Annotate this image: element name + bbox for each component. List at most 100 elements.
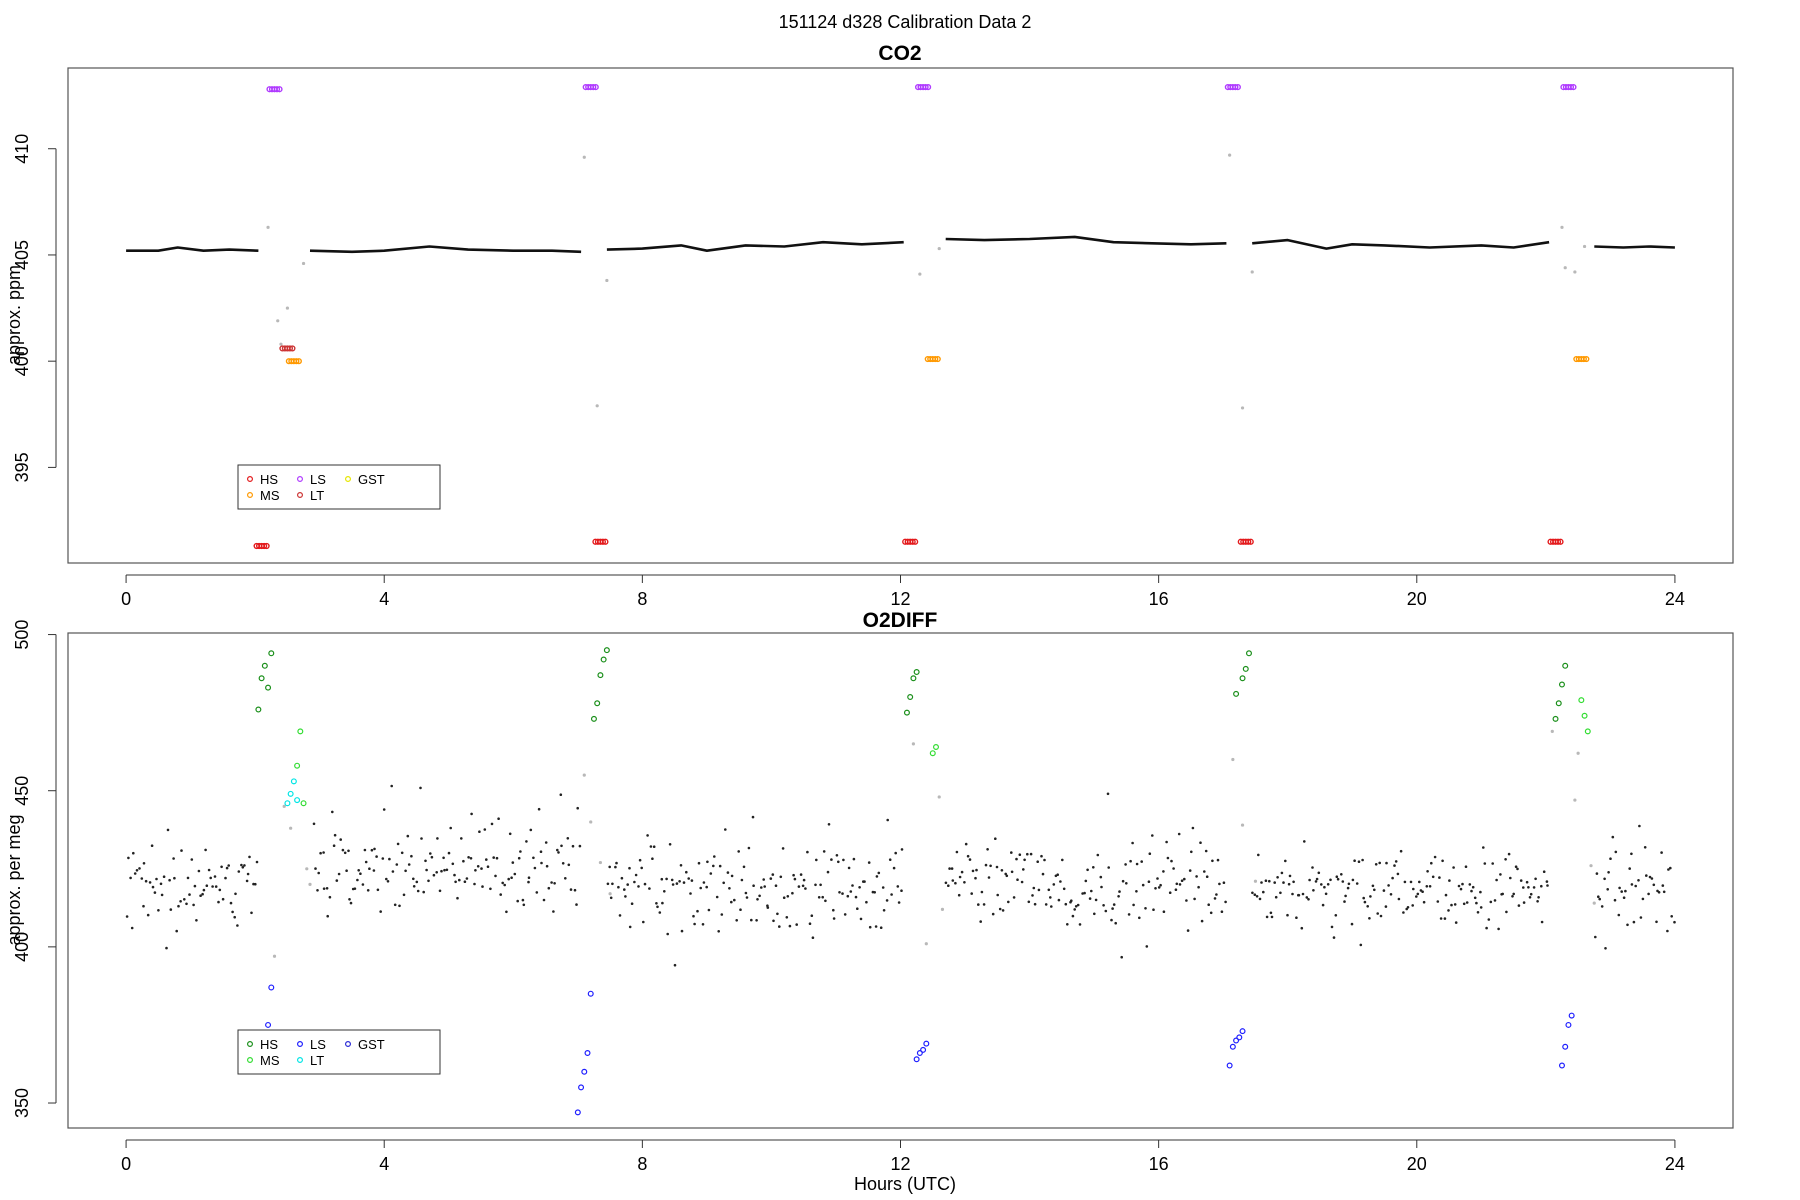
o2diff-data-point bbox=[1180, 879, 1184, 882]
o2diff-data-point bbox=[1476, 911, 1480, 914]
o2diff-data-point bbox=[1320, 883, 1323, 886]
o2diff-data-point bbox=[1540, 884, 1543, 888]
o2diff-data-point bbox=[851, 884, 854, 887]
legend-label-ms: MS bbox=[260, 1053, 280, 1068]
o2diff-data-point bbox=[1033, 902, 1037, 906]
o2diff-data-point bbox=[1670, 915, 1673, 918]
o2diff-panel-title: O2DIFF bbox=[863, 609, 938, 632]
o2diff-data-point bbox=[974, 876, 977, 880]
o2diff-data-point bbox=[995, 865, 999, 869]
o2diff-data-point bbox=[470, 812, 473, 816]
o2diff-data-point bbox=[964, 842, 968, 846]
o2diff-data-point bbox=[246, 872, 250, 876]
o2diff-data-point bbox=[148, 881, 152, 884]
o2diff-data-point bbox=[241, 866, 245, 869]
o2diff-data-point bbox=[1291, 892, 1294, 896]
o2diff-data-point bbox=[445, 868, 449, 872]
o2diff-data-point bbox=[353, 887, 357, 890]
y-tick-label: 500 bbox=[12, 620, 32, 650]
o2diff-data-point bbox=[1606, 888, 1609, 891]
o2diff-data-point bbox=[1652, 883, 1656, 887]
o2diff-data-point bbox=[566, 837, 570, 840]
cal-point-hs bbox=[600, 656, 607, 663]
cal-point-hs bbox=[913, 669, 920, 676]
o2diff-data-point bbox=[160, 893, 164, 897]
o2diff-data-point bbox=[948, 867, 951, 870]
o2diff-data-point bbox=[1611, 835, 1615, 839]
o2diff-data-point bbox=[416, 889, 420, 893]
o2diff-data-point bbox=[328, 895, 332, 899]
o2diff-data-point bbox=[129, 876, 132, 880]
o2diff-data-point bbox=[1487, 918, 1491, 921]
o2diff-data-point bbox=[125, 915, 129, 918]
o2diff-data-point bbox=[1215, 893, 1218, 896]
o2diff-data-point bbox=[177, 904, 180, 908]
o2diff-data-point bbox=[1023, 858, 1026, 862]
o2diff-data-point bbox=[822, 850, 826, 853]
o2diff-data-point bbox=[865, 900, 868, 904]
transition-point bbox=[1550, 729, 1554, 733]
o2diff-data-point bbox=[735, 919, 738, 922]
figure-title: 151124 d328 Calibration Data 2 bbox=[779, 12, 1032, 32]
o2diff-data-point bbox=[960, 870, 964, 874]
o2diff-data-point bbox=[183, 898, 186, 901]
o2diff-data-point bbox=[505, 910, 508, 914]
o2diff-data-point bbox=[1332, 936, 1336, 939]
o2diff-data-point bbox=[202, 888, 206, 892]
transition-point bbox=[937, 795, 941, 799]
transition-point bbox=[1573, 270, 1577, 274]
o2diff-data-point bbox=[1351, 878, 1355, 882]
o2diff-data-point bbox=[1107, 866, 1110, 869]
o2diff-data-point bbox=[651, 857, 654, 860]
o2diff-data-point bbox=[449, 826, 453, 830]
o2diff-data-point bbox=[858, 886, 861, 889]
o2diff-data-point bbox=[977, 903, 980, 906]
o2diff-data-point bbox=[379, 910, 383, 913]
o2diff-data-point bbox=[842, 858, 845, 862]
o2diff-data-point bbox=[1479, 890, 1482, 894]
o2diff-data-point bbox=[1117, 895, 1120, 898]
o2diff-data-point bbox=[1222, 881, 1226, 884]
transition-point bbox=[289, 826, 293, 830]
o2diff-data-point bbox=[670, 878, 674, 882]
o2diff-data-point bbox=[1363, 900, 1367, 904]
transition-point bbox=[1576, 751, 1580, 755]
o2diff-data-point bbox=[1177, 832, 1181, 836]
o2diff-data-point bbox=[402, 893, 406, 897]
o2diff-data-point bbox=[204, 848, 207, 852]
o2diff-data-point bbox=[1412, 887, 1415, 891]
transition-point bbox=[305, 867, 309, 871]
transition-point bbox=[1253, 879, 1258, 883]
o2diff-data-point bbox=[1205, 875, 1209, 878]
o2diff-data-point bbox=[1504, 858, 1507, 861]
o2diff-data-point bbox=[1004, 872, 1007, 876]
o2diff-data-point bbox=[1497, 927, 1500, 931]
o2diff-data-point bbox=[1366, 905, 1369, 908]
o2diff-data-point bbox=[685, 870, 688, 874]
o2diff-data-point bbox=[762, 878, 765, 881]
o2diff-data-point bbox=[1382, 889, 1386, 892]
o2diff-data-point bbox=[838, 891, 841, 894]
o2diff-data-point bbox=[462, 859, 465, 863]
o2diff-data-point bbox=[132, 851, 135, 855]
o2diff-data-point bbox=[1468, 883, 1472, 886]
cal-point-ls bbox=[265, 1021, 272, 1028]
cal-point-ls bbox=[920, 1046, 927, 1053]
o2diff-data-point bbox=[138, 867, 141, 870]
o2diff-data-point bbox=[341, 848, 345, 852]
cal-point-hs bbox=[268, 650, 275, 657]
o2diff-data-point bbox=[989, 864, 992, 868]
o2diff-data-point bbox=[412, 877, 415, 881]
o2diff-data-point bbox=[564, 877, 567, 880]
o2diff-data-point bbox=[1475, 901, 1478, 905]
o2diff-data-point bbox=[776, 912, 779, 916]
o2diff-data-point bbox=[772, 919, 775, 923]
cal-point-ls bbox=[1570, 84, 1577, 91]
transition-point bbox=[937, 246, 941, 251]
o2diff-data-point bbox=[1461, 882, 1464, 886]
o2diff-data-point bbox=[1450, 903, 1453, 907]
o2diff-data-point bbox=[1056, 873, 1059, 876]
o2diff-data-point bbox=[142, 904, 145, 908]
o2diff-data-point bbox=[1418, 880, 1421, 884]
